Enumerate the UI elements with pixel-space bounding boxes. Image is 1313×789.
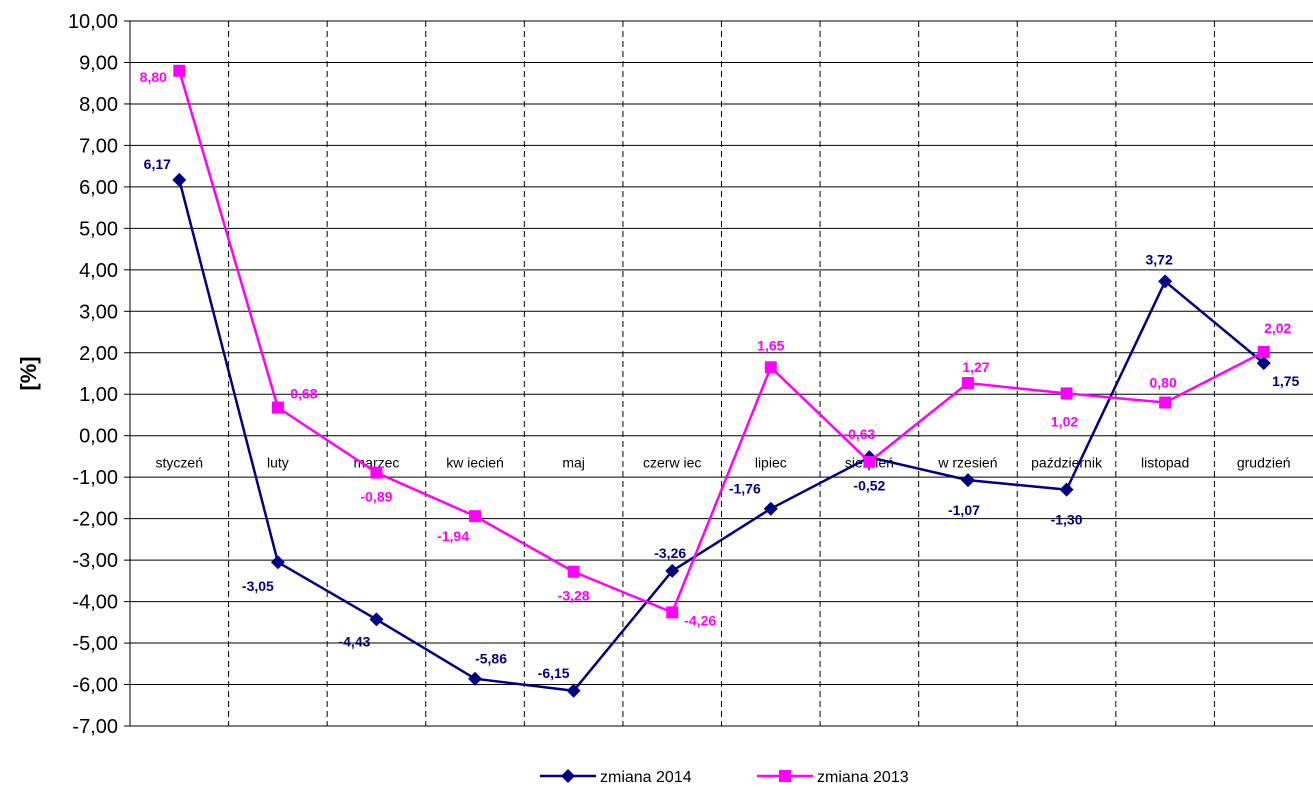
data-label: -1,94	[437, 528, 469, 544]
data-point	[1256, 356, 1271, 371]
x-tick-label: listopad	[1141, 455, 1189, 471]
legend-marker	[561, 769, 575, 783]
data-label: 8,80	[140, 69, 167, 85]
y-tick-label: 1,00	[79, 384, 118, 406]
data-point	[960, 473, 975, 488]
data-label: 1,65	[757, 337, 784, 353]
data-label: -4,26	[684, 612, 716, 628]
data-point	[567, 565, 580, 578]
data-label: -3,28	[558, 588, 590, 604]
series-layer: 6,17 -3,05 -4,43 -5,86 -6,15 -3,26 -1,76 -0,52 -…	[140, 64, 1300, 698]
data-point	[1060, 387, 1073, 400]
x-tick-label: październik	[1031, 455, 1103, 471]
data-label: -1,07	[948, 502, 980, 518]
y-axis-ticks: 10,00 9,00 8,00 7,00 6,00 5,00 4,00 3,00 2,00 1,0…	[68, 11, 118, 738]
data-point	[271, 401, 284, 414]
data-point	[468, 671, 483, 686]
y-tick-label: -4,00	[72, 592, 118, 614]
data-point	[566, 683, 581, 698]
data-point	[763, 501, 778, 516]
y-tick-label: 5,00	[79, 218, 118, 240]
data-point	[173, 64, 186, 77]
legend-marker	[779, 770, 791, 782]
data-point	[764, 361, 777, 374]
data-point	[172, 172, 187, 187]
data-point	[270, 555, 285, 570]
y-tick-label: 0,00	[79, 426, 118, 448]
legend: zmiana 2014 zmiana 2013	[540, 769, 909, 786]
y-tick-label: 6,00	[79, 177, 118, 199]
legend-item: zmiana 2014	[540, 769, 692, 786]
data-point	[1257, 345, 1270, 358]
data-point	[961, 377, 974, 390]
data-label: 1,27	[962, 359, 989, 375]
y-tick-label: -6,00	[72, 675, 118, 697]
data-label: -3,05	[242, 578, 274, 594]
data-point	[863, 455, 876, 468]
data-label: -0,52	[853, 477, 885, 493]
legend-label: zmiana 2014	[600, 769, 692, 786]
y-tick-label: 8,00	[79, 94, 118, 116]
x-tick-label: grudzień	[1237, 455, 1291, 471]
data-point	[469, 510, 482, 523]
y-tick-label: 3,00	[79, 301, 118, 323]
data-point	[1159, 396, 1172, 409]
series-line	[178, 179, 1265, 693]
data-point	[666, 606, 679, 619]
y-tick-label: 9,00	[79, 52, 118, 74]
grid	[124, 20, 1313, 727]
data-label: 0,80	[1150, 375, 1177, 391]
series-zmiana-2013: 8,80 0,68 -0,89 -1,94 -3,28 -4,26 1,65 -0,63 1,2…	[140, 64, 1292, 628]
data-label: 0,68	[290, 386, 317, 402]
x-tick-label: maj	[562, 455, 585, 471]
data-label: 6,17	[144, 156, 171, 172]
y-tick-label: -1,00	[72, 467, 118, 489]
y-tick-label: 2,00	[79, 343, 118, 365]
x-tick-label: luty	[267, 455, 289, 471]
x-axis-ticks: styczeń luty marzec kw iecień maj czerw iec li…	[156, 455, 1291, 471]
y-tick-label: -2,00	[72, 509, 118, 531]
y-tick-label: -7,00	[72, 716, 118, 738]
data-label: -1,76	[729, 481, 761, 497]
data-label: -0,89	[360, 489, 392, 505]
y-tick-label: 10,00	[68, 11, 118, 33]
data-label: 3,72	[1146, 251, 1173, 267]
data-label: -0,63	[843, 426, 875, 442]
y-tick-label: -3,00	[72, 550, 118, 572]
x-tick-label: styczeń	[156, 455, 203, 471]
data-label: -6,15	[538, 665, 570, 681]
y-tick-label: 4,00	[79, 260, 118, 282]
y-tick-label: -5,00	[72, 633, 118, 655]
data-label: -5,86	[475, 651, 507, 667]
data-label: -1,30	[1051, 512, 1083, 528]
x-tick-label: kw iecień	[446, 455, 504, 471]
x-tick-label: lipiec	[755, 455, 787, 471]
y-tick-label: 7,00	[79, 135, 118, 157]
data-label: 1,02	[1051, 413, 1078, 429]
legend-label: zmiana 2013	[817, 769, 909, 786]
data-point	[370, 466, 383, 479]
x-tick-label: czerw iec	[643, 455, 701, 471]
data-point	[1059, 482, 1074, 497]
data-label: 2,02	[1264, 320, 1291, 336]
data-point	[665, 563, 680, 578]
y-axis-label: [%]	[16, 356, 41, 390]
data-label: -4,43	[338, 633, 370, 649]
data-point	[1158, 274, 1173, 289]
series-zmiana-2014: 6,17 -3,05 -4,43 -5,86 -6,15 -3,26 -1,76 -0,52 -…	[144, 156, 1300, 698]
legend-item: zmiana 2013	[757, 769, 909, 786]
x-tick-label: w rzesień	[937, 455, 997, 471]
data-label: -3,26	[654, 545, 686, 561]
data-label: 1,75	[1272, 373, 1299, 389]
data-point	[369, 612, 384, 627]
x-tick-label: marzec	[354, 455, 400, 471]
series-line	[178, 70, 1265, 615]
